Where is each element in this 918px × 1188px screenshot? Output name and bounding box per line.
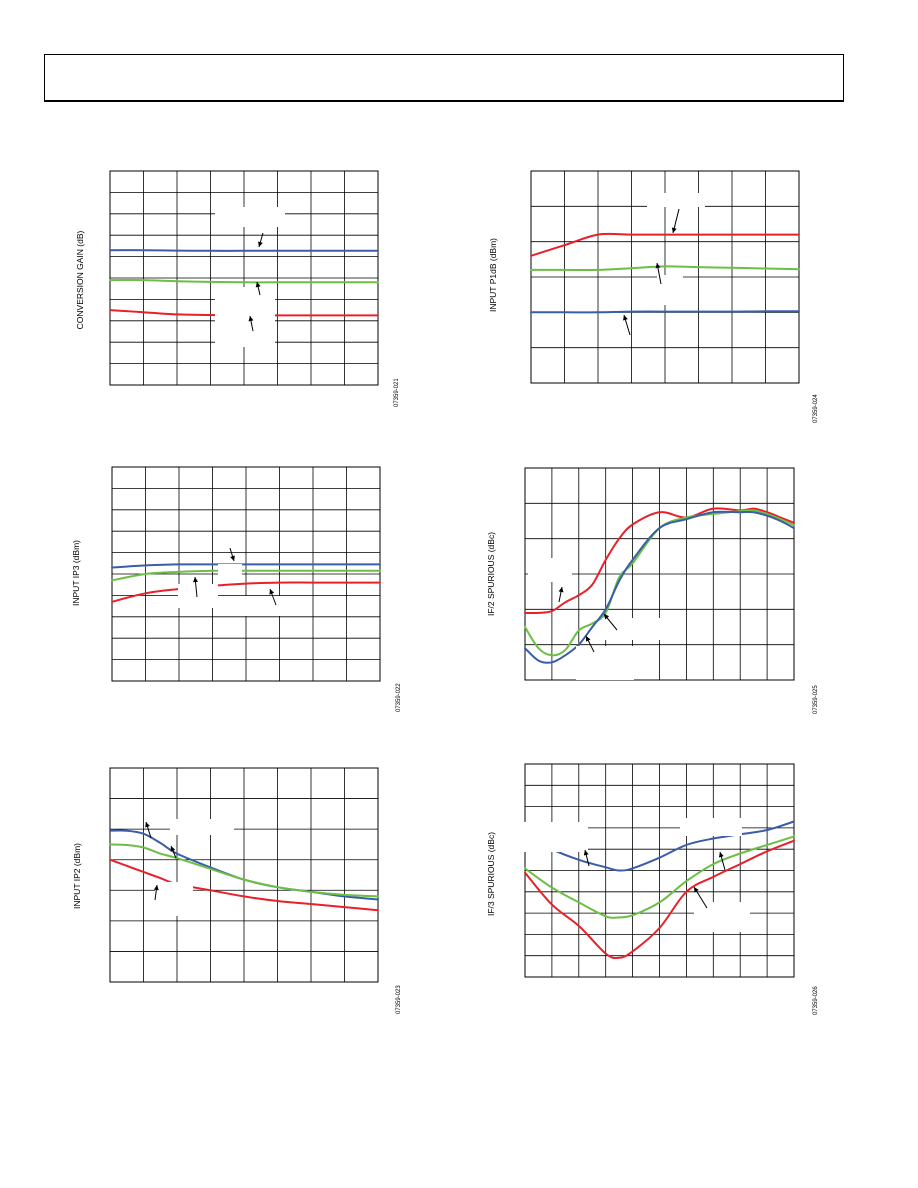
label-area [240, 596, 300, 616]
page-header-box [44, 54, 844, 102]
series-group [530, 232, 800, 314]
label-area [576, 646, 634, 680]
label-area [647, 193, 705, 207]
plot-frame [109, 170, 379, 386]
figure-id: 07359-022 [396, 683, 402, 712]
grid [524, 467, 795, 681]
figure-id: 07359-026 [813, 986, 819, 1015]
series-line-blue [524, 820, 795, 872]
series-line-green [111, 569, 381, 582]
series-group [111, 563, 381, 603]
label-area [170, 819, 234, 835]
series-line-blue [111, 563, 381, 569]
chart-conversion-gain: CONVERSION GAIN (dB) 07359-021 [75, 170, 400, 407]
figure-id: 07359-025 [813, 685, 819, 714]
series-group [524, 507, 795, 664]
series-line-green [524, 835, 795, 919]
figure-id: 07359-021 [394, 378, 400, 407]
series-line-blue [109, 249, 379, 252]
plot-frame [111, 466, 381, 682]
label-area [218, 564, 242, 576]
label-area [694, 902, 750, 932]
chart-if2-spurious: IF/2 SPURIOUS (dBc) 07359-025 [486, 467, 819, 714]
y-axis-label: INPUT P1dB (dBm) [488, 238, 498, 312]
annotations [522, 818, 750, 932]
arrow-head [193, 577, 198, 583]
annotations [623, 193, 705, 336]
arrow-head [623, 315, 628, 321]
label-area [657, 275, 683, 305]
label-area [215, 207, 285, 227]
series-line-red [530, 232, 800, 257]
label-area [680, 818, 742, 836]
series-line-blue [530, 310, 800, 314]
label-area [178, 584, 218, 608]
series-group [524, 820, 795, 960]
arrow-head [694, 887, 699, 893]
arrow-head [604, 614, 610, 620]
series-line-red [111, 581, 381, 603]
series-line-green [109, 279, 379, 284]
chart-if3-spurious: IF/3 SPURIOUS (dBc) 07359-026 [486, 763, 819, 1015]
arrow-head [558, 587, 564, 593]
plot-frame [524, 467, 795, 681]
grid [524, 763, 795, 978]
chart-input-ip3: INPUT IP3 (dBm) 07359-022 [71, 466, 402, 712]
arrow-head [230, 555, 235, 561]
label-area [522, 822, 588, 852]
annotations [178, 547, 300, 616]
y-axis-label: IF/2 SPURIOUS (dBc) [486, 532, 496, 616]
series-group [109, 829, 379, 912]
annotations [215, 207, 285, 347]
label-area [602, 618, 664, 640]
arrow-head [255, 282, 261, 288]
arrow-head [153, 885, 159, 891]
series-line-red [109, 858, 379, 912]
arrow-head [145, 822, 150, 828]
series-line-green [109, 843, 379, 898]
y-axis-label: INPUT IP3 (dBm) [71, 540, 81, 606]
series-line-red [524, 507, 795, 615]
label-area [155, 882, 193, 916]
arrow-head [248, 316, 254, 322]
arrow-head [671, 227, 677, 233]
series-line-red [524, 839, 795, 960]
annotations [528, 558, 664, 680]
y-axis-label: IF/3 SPURIOUS (dBc) [486, 832, 496, 916]
arrow-head [258, 241, 263, 247]
arrow-head [718, 852, 724, 858]
chart-input-p1db: INPUT P1dB (dBm) 07359-024 [488, 170, 819, 423]
grid [111, 466, 381, 682]
arrow-head [269, 589, 275, 595]
plot-frame [109, 767, 379, 983]
label-area [528, 558, 572, 582]
grid [109, 767, 379, 983]
arrow-head [586, 636, 591, 642]
chart-input-ip2: INPUT IP2 (dBm) 07359-023 [72, 767, 402, 1014]
label-area [215, 287, 275, 347]
figure-id: 07359-024 [813, 394, 819, 423]
annotations [145, 819, 234, 916]
arrow-head [655, 263, 661, 269]
plot-frame [524, 763, 795, 978]
arrow-head [170, 846, 176, 852]
series-line-blue [524, 510, 795, 664]
y-axis-label: INPUT IP2 (dBm) [72, 843, 82, 909]
series-line-green [530, 265, 800, 272]
figure-id: 07359-023 [396, 985, 402, 1014]
grid [109, 170, 379, 386]
y-axis-label: CONVERSION GAIN (dB) [75, 230, 85, 329]
plot-frame [530, 170, 800, 384]
series-line-green [524, 509, 795, 657]
arrow-head [583, 850, 589, 856]
